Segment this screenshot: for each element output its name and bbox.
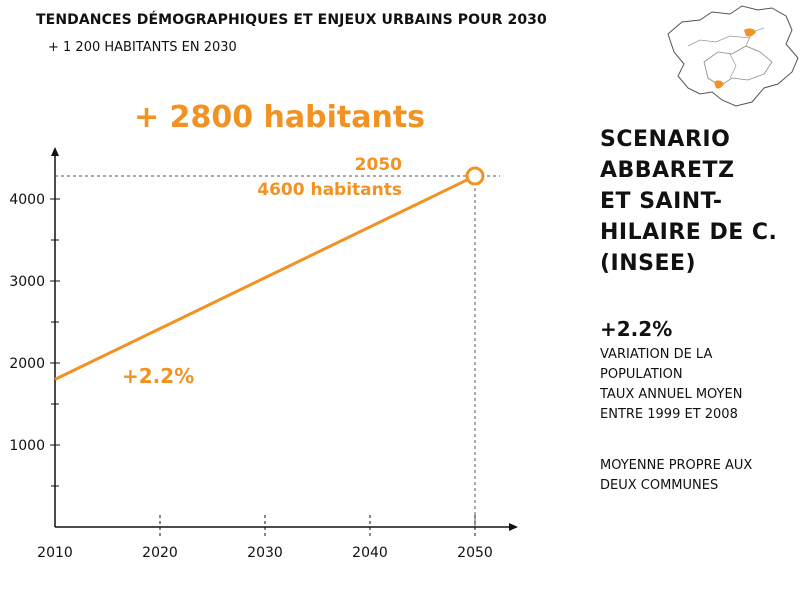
population-series-line [54, 174, 476, 381]
scenario-title-line: ET SAINT- [600, 189, 723, 214]
scenario-title-line: ABBARETZ [600, 158, 735, 183]
y-tick-label: 3000 [9, 274, 45, 290]
y-tick-label: 1000 [9, 438, 45, 454]
territory-map-icon [667, 5, 799, 107]
population-line-chart: 1000 2000 3000 4000 2010 2020 2030 2040 2050 2050… [9, 147, 518, 561]
x-tick-label: 2040 [352, 545, 388, 561]
scenario-title: SCENARIO ABBARETZ ET SAINT- HILAIRE DE C… [600, 124, 777, 279]
y-axis-arrow [51, 147, 59, 156]
rate-note: MOYENNE PROPRE AUX DEUX COMMUNES [600, 456, 752, 496]
rate-description-line: POPULATION [600, 367, 683, 382]
page-title: TENDANCES DÉMOGRAPHIQUES ET ENJEUX URBAI… [36, 12, 547, 28]
scenario-title-line: HILAIRE DE C. [600, 220, 778, 245]
x-tick-label: 2050 [457, 545, 493, 561]
growth-rate-label: +2.2% [122, 364, 194, 388]
x-tick-label: 2030 [247, 545, 283, 561]
rate-note-line: MOYENNE PROPRE AUX [600, 458, 753, 473]
rate-description-line: VARIATION DE LA [600, 347, 713, 362]
page-subtitle: + 1 200 HABITANTS EN 2030 [48, 40, 237, 55]
y-tick-label: 4000 [9, 192, 45, 208]
map-highlight-saint-hilaire [714, 80, 724, 89]
scenario-title-line: SCENARIO [600, 127, 731, 152]
x-tick-label: 2010 [37, 545, 73, 561]
map-outline [667, 5, 799, 107]
rate-note-line: DEUX COMMUNES [600, 478, 719, 493]
y-tick-label: 2000 [9, 356, 45, 372]
endpoint-marker [465, 166, 485, 186]
x-axis-arrow [509, 523, 518, 531]
map-highlight-abbaretz [744, 28, 756, 37]
x-tick-label: 2020 [142, 545, 178, 561]
endpoint-year-label: 2050 [355, 155, 402, 175]
scenario-title-line: (INSEE) [600, 251, 697, 276]
rate-description-line: TAUX ANNUEL MOYEN [600, 387, 743, 402]
rate-value: +2.2% [600, 317, 673, 341]
rate-description: VARIATION DE LA POPULATION TAUX ANNUEL M… [600, 345, 742, 425]
endpoint-value-label: 4600 habitants [257, 180, 402, 200]
rate-description-line: ENTRE 1999 ET 2008 [600, 407, 738, 422]
population-increase-label: + 2800 habitants [134, 100, 426, 135]
